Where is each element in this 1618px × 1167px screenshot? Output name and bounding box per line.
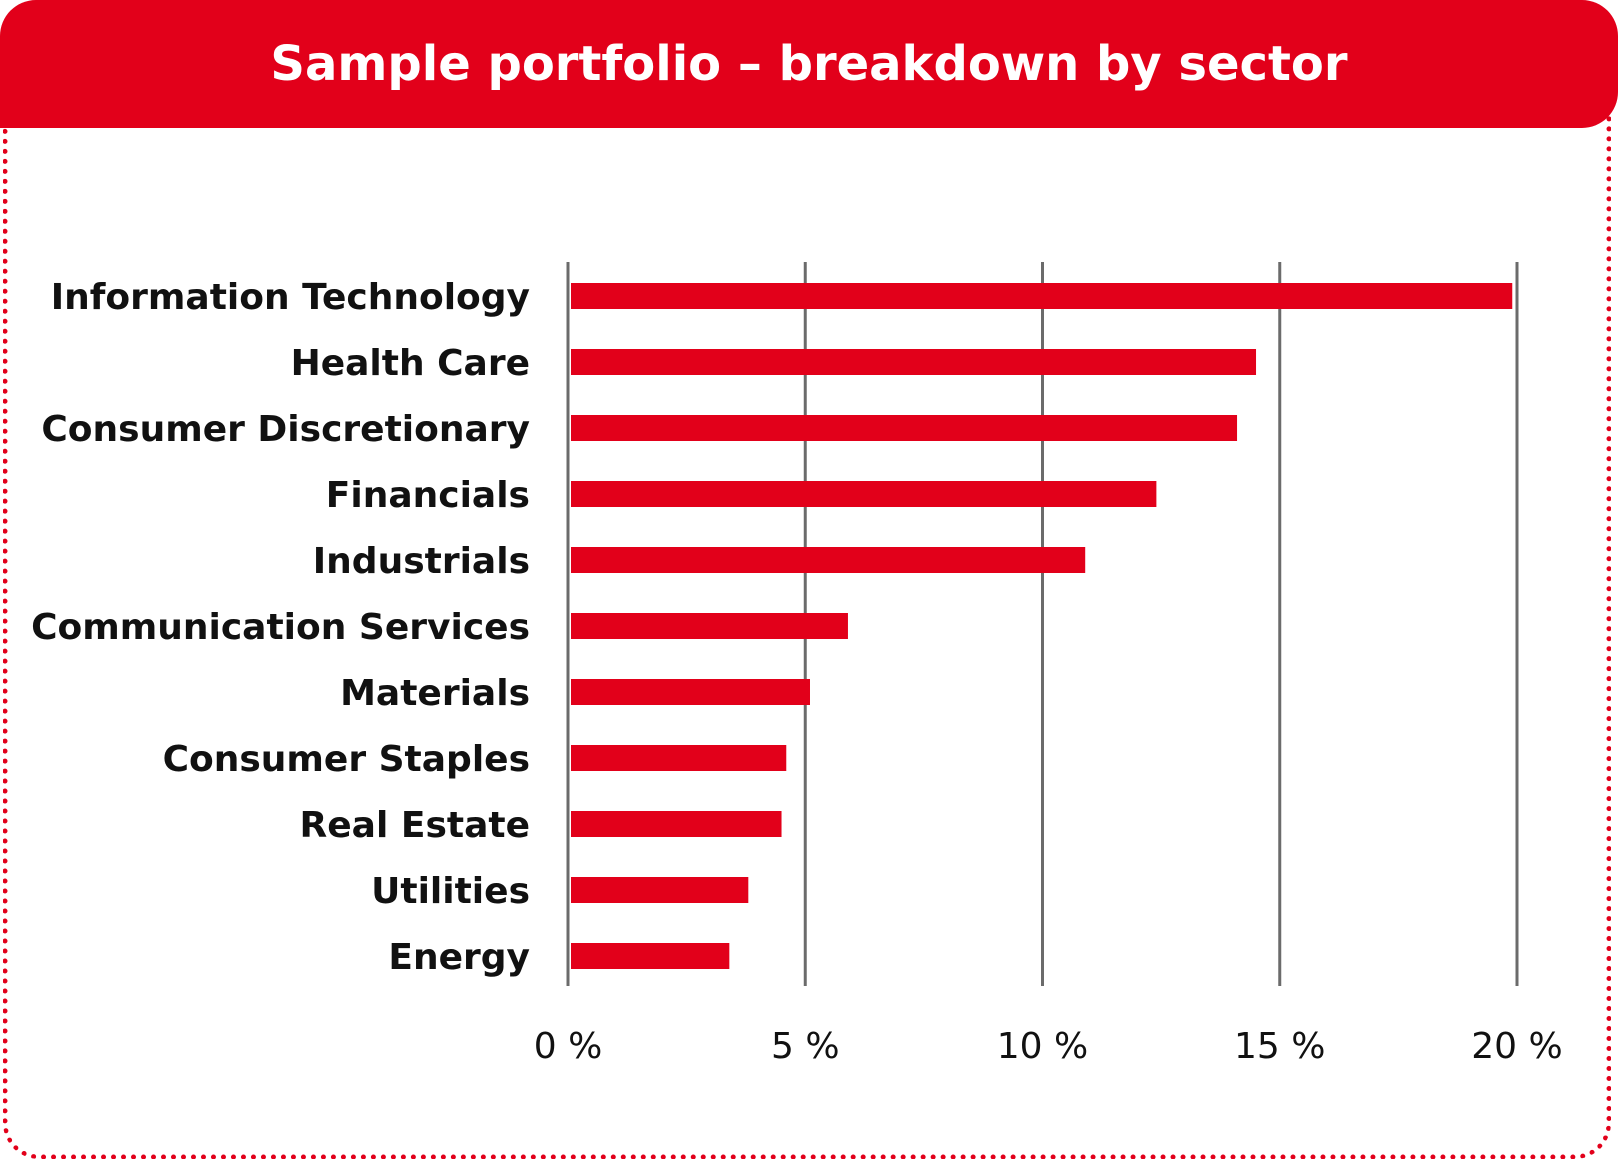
category-label-5: Communication Services (31, 607, 530, 648)
tick-label-0: 0 % (534, 1026, 603, 1067)
bar-6 (571, 679, 810, 705)
bar-0 (571, 283, 1513, 309)
category-label-9: Utilities (371, 871, 530, 912)
bar-4 (571, 547, 1086, 573)
category-label-7: Consumer Staples (163, 739, 530, 780)
bar-3 (571, 481, 1157, 507)
tick-label-4: 20 % (1471, 1026, 1562, 1067)
category-label-2: Consumer Discretionary (41, 409, 530, 450)
bar-1 (571, 349, 1257, 375)
bar-8 (571, 811, 782, 837)
title-banner: Sample portfolio – breakdown by sector (0, 0, 1618, 128)
category-label-8: Real Estate (300, 805, 530, 846)
chart-title: Sample portfolio – breakdown by sector (270, 36, 1348, 92)
category-label-0: Information Technology (51, 277, 530, 318)
bar-7 (571, 745, 787, 771)
category-label-10: Energy (388, 937, 530, 978)
tick-label-2: 10 % (997, 1026, 1088, 1067)
category-label-4: Industrials (313, 541, 530, 582)
category-label-3: Financials (326, 475, 530, 516)
category-label-6: Materials (340, 673, 530, 714)
bar-5 (571, 613, 848, 639)
category-label-1: Health Care (291, 343, 530, 384)
bar-9 (571, 877, 749, 903)
bar-10 (571, 943, 730, 969)
bar-2 (571, 415, 1238, 441)
tick-label-3: 15 % (1234, 1026, 1325, 1067)
tick-label-1: 5 % (771, 1026, 840, 1067)
